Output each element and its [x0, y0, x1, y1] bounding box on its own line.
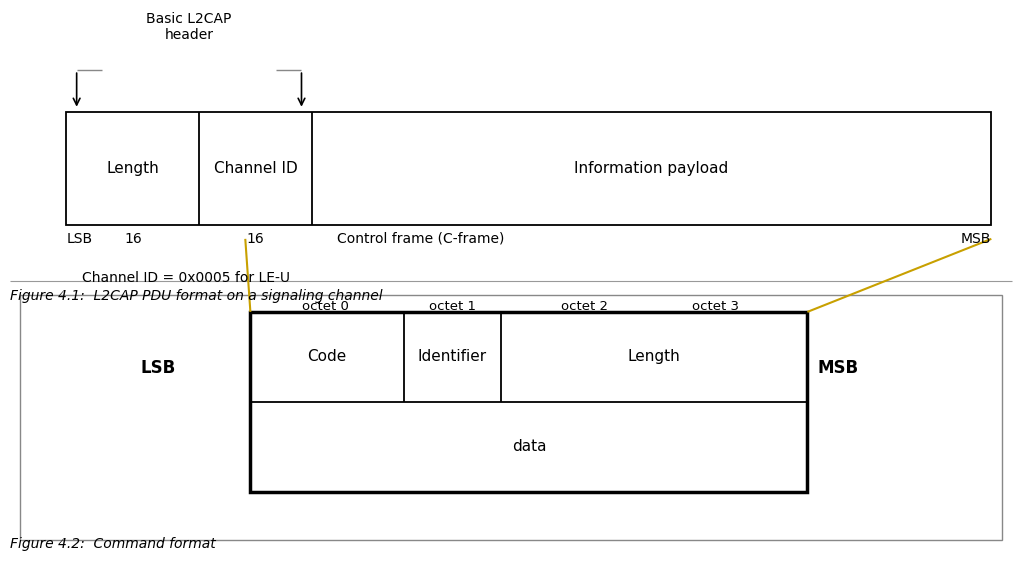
- Text: Identifier: Identifier: [418, 350, 486, 364]
- Text: MSB: MSB: [818, 359, 858, 377]
- Text: 16: 16: [246, 232, 265, 246]
- Text: LSB: LSB: [66, 232, 93, 246]
- Text: Channel ID: Channel ID: [214, 161, 297, 176]
- Bar: [20, 295, 1002, 540]
- Text: Figure 4.1:  L2CAP PDU format on a signaling channel: Figure 4.1: L2CAP PDU format on a signal…: [10, 289, 383, 303]
- Text: Basic L2CAP
header: Basic L2CAP header: [146, 12, 232, 42]
- Text: octet 1: octet 1: [429, 300, 476, 313]
- Text: Length: Length: [106, 161, 159, 176]
- Text: data: data: [512, 439, 546, 454]
- Bar: [250, 312, 807, 492]
- Text: octet 3: octet 3: [692, 300, 739, 313]
- Text: Channel ID = 0x0005 for LE-U: Channel ID = 0x0005 for LE-U: [82, 271, 290, 285]
- Text: octet 0: octet 0: [301, 300, 349, 313]
- Text: Information payload: Information payload: [574, 161, 729, 176]
- Text: Control frame (C-frame): Control frame (C-frame): [337, 232, 505, 246]
- Text: Figure 4.2:  Command format: Figure 4.2: Command format: [10, 537, 216, 551]
- Text: MSB: MSB: [961, 232, 991, 246]
- Text: Length: Length: [628, 350, 681, 364]
- Text: 16: 16: [124, 232, 142, 246]
- Text: Code: Code: [308, 350, 346, 364]
- Text: octet 2: octet 2: [561, 300, 608, 313]
- Text: LSB: LSB: [141, 359, 176, 377]
- Bar: [66, 112, 991, 225]
